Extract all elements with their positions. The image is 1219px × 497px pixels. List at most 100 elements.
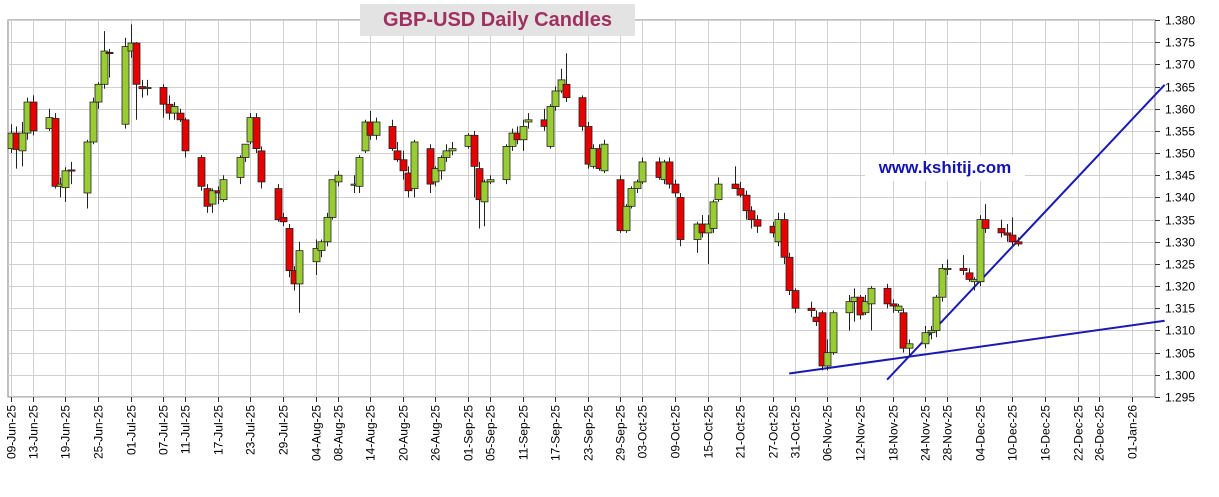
y-tick-label: 1.355 [1165,125,1195,139]
candle-body-down [252,117,261,150]
candle-body-up [921,332,930,345]
candle-body-up [100,50,109,85]
candle-body-up [622,205,631,232]
candle-body-down [889,303,898,307]
y-tick-label: 1.300 [1165,369,1195,383]
candle-body-down [981,219,990,229]
y-tick-label: 1.335 [1165,214,1195,228]
candle-body-up [894,305,903,311]
candle-body-up [486,179,495,183]
candle-body-down [29,101,38,132]
candle-body-up [323,216,332,243]
chart-title-box: GBP-USD Daily Candles [360,4,635,36]
candle-body-up [334,174,343,183]
candle-body-up [170,106,179,114]
candle-body-up [627,188,636,207]
x-tick-label: 26-Dec-25 [1093,405,1107,461]
candle-body-down [959,267,968,271]
x-tick-label: 11-Jul-25 [179,405,193,454]
candle-body-down [883,287,892,305]
x-tick-label: 16-Dec-25 [1039,405,1053,461]
candle-body-up [905,343,914,349]
candle-body-down [780,219,789,258]
candle-body-up [317,241,326,252]
candle-body-up [938,267,947,298]
x-tick-label: 26-Aug-25 [429,405,443,461]
candle-body-down [197,157,206,187]
candle-body-up [845,301,854,314]
x-tick-label: 20-Aug-25 [397,405,411,461]
candle-body-down [285,228,294,271]
candle-body-up [61,170,70,189]
candle-body-up [437,157,446,172]
y-tick-label: 1.375 [1165,36,1195,50]
x-tick-label: 04-Dec-25 [974,405,988,461]
y-tick-label: 1.305 [1165,347,1195,361]
candle-body-down [388,126,397,150]
candle-body-down [616,179,625,232]
x-tick-label: 06-Nov-25 [821,405,835,461]
candle-body-down [1003,232,1012,236]
candle-body-up [442,150,451,158]
x-tick-label: 01-Jan-26 [1126,405,1140,459]
x-tick-label: 05-Sep-25 [484,405,498,461]
x-tick-label: 01-Jul-25 [125,405,139,455]
candle-body-down [181,119,190,152]
x-tick-label: 31-Oct-25 [789,405,803,459]
candle-body-down [807,307,816,311]
candle-body-down [67,169,76,172]
candle-body-down [753,219,762,227]
y-tick-label: 1.320 [1165,280,1195,294]
candle-body-down [899,312,908,349]
candle-body-down [426,148,435,185]
candle-body-up [410,141,419,189]
candle-body-up [355,157,364,187]
candle-body-up [18,132,27,152]
x-tick-label: 24-Nov-25 [919,405,933,461]
y-tick-label: 1.330 [1165,236,1195,250]
candle-body-up [448,148,457,152]
candle-body-down [997,228,1006,234]
candle-body-up [867,287,876,305]
candle-body-down [257,150,266,183]
candle-body-up [600,143,609,172]
candle-body-down [393,150,402,161]
watermark-box: www.kshitij.com [865,155,1025,181]
candle-body-down [578,97,587,127]
candle-body-up [638,161,647,183]
candle-body-up [927,330,936,334]
candle-body-up [714,183,723,201]
candle-body-up [823,352,832,367]
y-axis: 1.380 1.375 1.370 1.365 1.360 1.355 1.350 1.345… [1155,14,1195,405]
candle-body-up [241,143,250,158]
y-tick-label: 1.295 [1165,391,1195,405]
candle-body-up [502,146,511,181]
candle-body-up [219,179,228,201]
candle-body-down [731,183,740,189]
candle-body-down [51,118,60,187]
plot-frame [7,19,1156,398]
candle-body-up [524,119,533,123]
y-tick-label: 1.340 [1165,191,1195,205]
candle-body-up [94,83,103,103]
candle-body-down [562,83,571,99]
candle-body-down [1014,241,1023,245]
y-tick-label: 1.315 [1165,302,1195,316]
candle-body-down [965,272,974,280]
chart-title: GBP-USD Daily Candles [383,9,612,31]
candle-body-up [143,87,152,90]
candle-body-down [785,256,794,291]
x-axis: 09-Jun-25 13-Jun-25 19-Jun-25 25-Jun-25 01-J… [5,397,1140,461]
x-tick-label: 17-Jul-25 [212,405,226,455]
x-tick-label: 29-Jul-25 [277,405,291,455]
x-tick-label: 04-Aug-25 [310,405,324,461]
candle-body-down [470,134,479,167]
candle-body-down [399,159,408,172]
y-tick-label: 1.360 [1165,103,1195,117]
y-tick-label: 1.345 [1165,169,1195,183]
candle-body-down [791,290,800,309]
x-tick-label: 23-Sep-25 [582,405,596,461]
x-tick-label: 27-Oct-25 [767,405,781,459]
candle-body-up [551,90,560,107]
